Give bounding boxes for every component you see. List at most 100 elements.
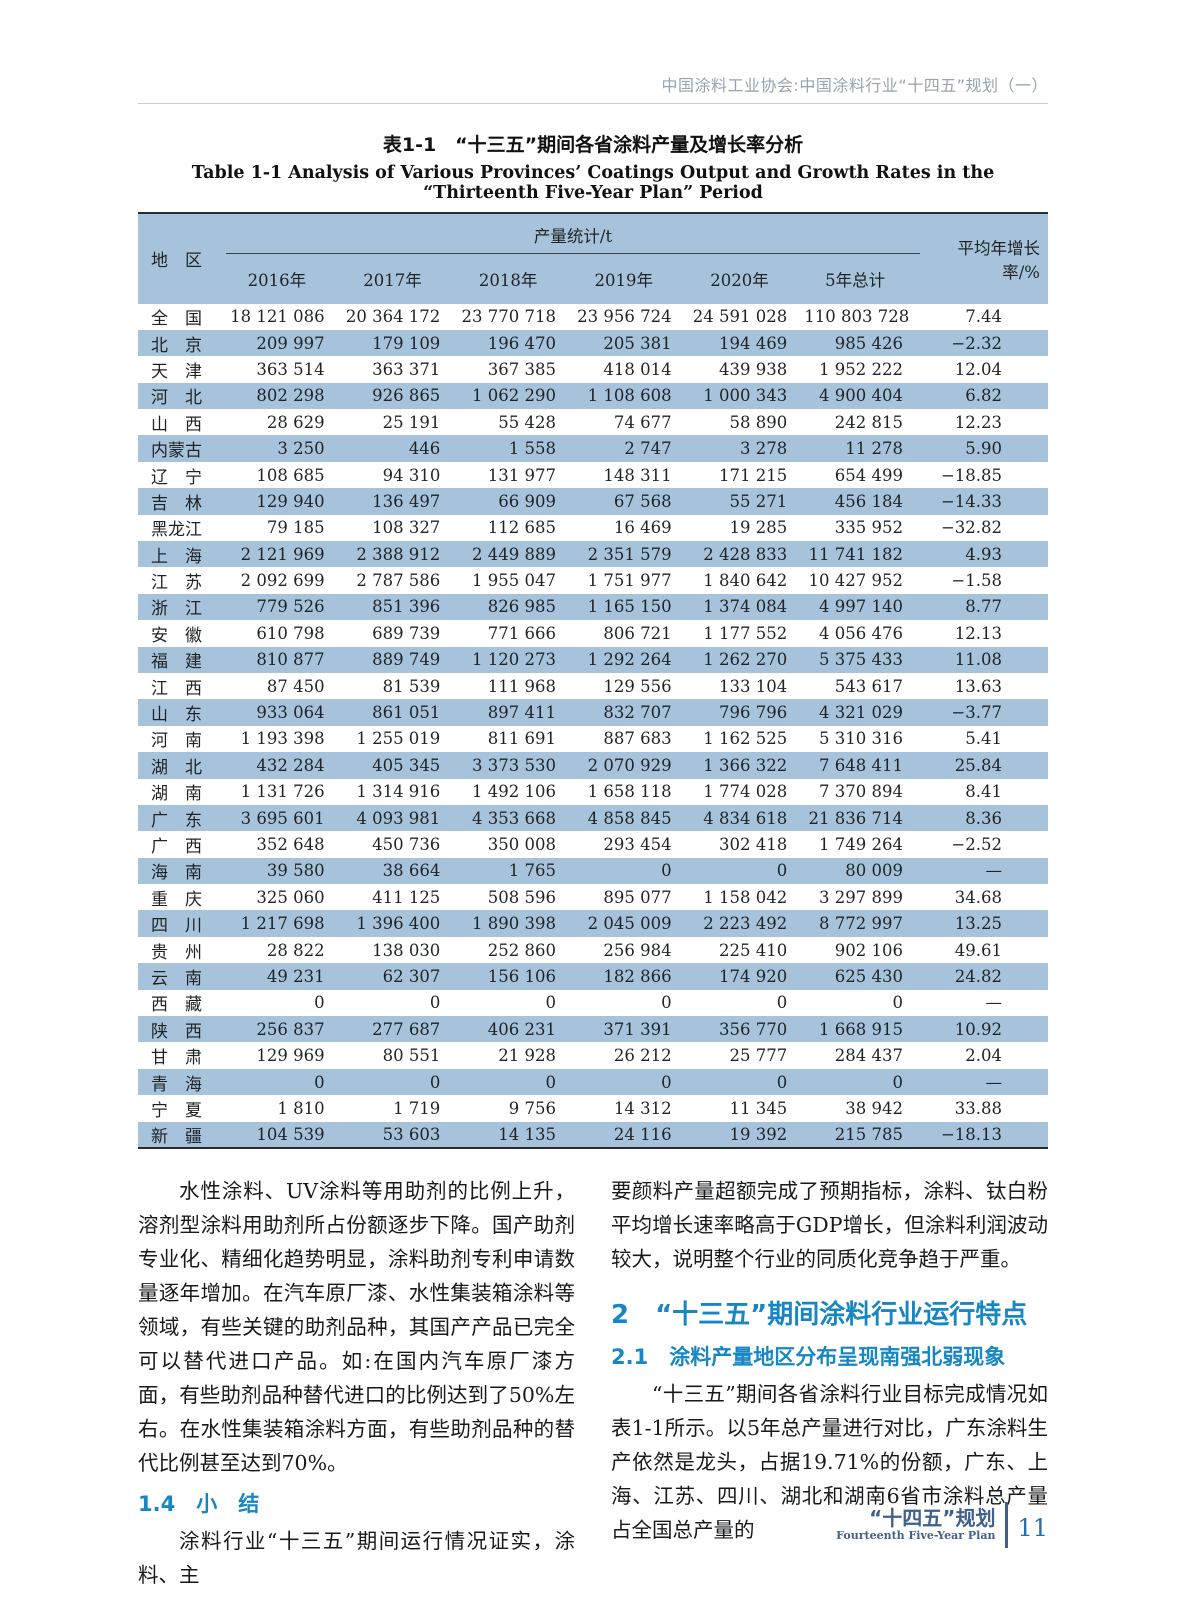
growth-rate-cell: −2.52 (951, 835, 1002, 854)
output-value-cell: 5 310 316 (819, 729, 903, 749)
output-value-cell: 4 858 845 (587, 808, 672, 828)
output-value-cell: 771 666 (487, 623, 556, 643)
growth-rate-cell: 13.63 (954, 676, 1002, 696)
growth-rate-cell: −1.58 (951, 571, 1002, 591)
growth-rate-cell: 13.25 (954, 914, 1002, 934)
region-cell: 安 徽 (151, 625, 202, 646)
region-cell: 四 川 (151, 916, 202, 937)
output-value-cell: 215 785 (834, 1124, 903, 1144)
output-value-cell: 1 314 916 (356, 782, 441, 802)
footer-plan-en: Fourteenth Five-Year Plan (836, 1529, 996, 1542)
left-column: 水性涂料、UV涂料等用助剂的比例上升，溶剂型涂料用助剂所占份额逐步下降。国产助剂… (138, 1174, 575, 1592)
growth-rate-cell: 24.82 (954, 966, 1002, 986)
output-value-cell: 826 985 (487, 597, 556, 617)
region-cell: 北 京 (151, 335, 202, 356)
output-value-cell: 1 000 343 (703, 386, 788, 406)
output-value-cell: 39 580 (266, 861, 325, 881)
region-cell: 湖 北 (151, 757, 202, 778)
page-footer: “十四五”规划 Fourteenth Five-Year Plan 11 (836, 1502, 1048, 1548)
output-value-cell: 5 375 433 (819, 650, 903, 670)
table-header: 地 区 产量统计/t 平均年增长率/% 2016年 2017年 2018年 2019年… (138, 213, 1048, 304)
output-value-cell: 1 955 047 (471, 571, 556, 591)
region-cell: 陕 西 (151, 1021, 202, 1042)
region-cell: 吉 林 (151, 493, 202, 514)
output-value-cell: 418 014 (603, 359, 672, 379)
output-value-cell: 62 307 (382, 966, 441, 986)
output-value-cell: 1 668 915 (819, 1019, 903, 1039)
output-value-cell: 133 104 (719, 676, 788, 696)
output-value-cell: 138 030 (372, 940, 441, 960)
output-value-cell: 108 685 (256, 465, 325, 485)
output-value-cell: 4 321 029 (819, 703, 903, 723)
region-cell: 山 西 (151, 414, 202, 435)
growth-rate-cell: −3.77 (951, 703, 1002, 723)
output-value-cell: 242 815 (834, 412, 903, 432)
region-cell: 湖 南 (151, 784, 202, 805)
output-value-cell: 0 (314, 993, 325, 1013)
output-value-cell: 0 (661, 993, 672, 1013)
output-value-cell: 79 185 (266, 518, 325, 538)
output-value-cell: 0 (776, 861, 788, 881)
region-cell: 重 庆 (151, 889, 202, 910)
region-cell: 山 东 (151, 705, 202, 726)
output-value-cell: 104 539 (256, 1124, 325, 1144)
region-cell: 全 国 (151, 309, 202, 330)
output-value-cell: 20 364 172 (345, 307, 441, 327)
growth-rate-cell: 5.41 (965, 729, 1002, 749)
growth-rate-cell: 49.61 (954, 940, 1002, 960)
table-row: 贵 州 28 822 138 030 252 860 256 984 225 410 902… (138, 937, 1048, 963)
table-row: 山 西 28 629 25 191 55 428 74 677 58 890 242 815… (138, 409, 1048, 435)
output-value-cell: 0 (545, 993, 556, 1013)
output-value-cell: 209 997 (256, 333, 325, 353)
output-value-cell: 1 492 106 (471, 782, 556, 802)
region-cell: 黑龙江 (151, 520, 202, 541)
output-value-cell: 0 (314, 1072, 325, 1092)
output-value-cell: 1 374 084 (703, 597, 788, 617)
table-row: 云 南 49 231 62 307 156 106 182 866 174 920 625 … (138, 963, 1048, 990)
output-value-cell: 108 327 (372, 518, 441, 538)
output-value-cell: 110 803 728 (804, 307, 910, 327)
output-value-cell: 4 056 476 (819, 623, 903, 643)
output-value-cell: 2 070 929 (587, 755, 672, 775)
output-value-cell: 38 664 (382, 861, 441, 881)
output-value-cell: 1 890 398 (471, 914, 556, 934)
output-value-cell: 19 285 (729, 518, 788, 538)
output-value-cell: 49 231 (266, 966, 325, 986)
table-row: 海 南 39 580 38 664 1 765 0 0 80 009 — (138, 857, 1048, 885)
output-value-cell: 1 177 552 (703, 623, 788, 643)
output-value-cell: 796 796 (719, 703, 788, 723)
output-value-cell: 131 977 (487, 465, 556, 485)
output-value-cell: 2 223 492 (703, 914, 788, 934)
output-value-cell: 25 777 (729, 1046, 788, 1066)
table-row: 吉 林 129 940 136 497 66 909 67 568 55 271 456 1… (138, 488, 1048, 515)
paragraph-regional-distribution: “十三五”期间各省涂料行业目标完成情况如表1-1所示。以5年总产量进行对比，广东… (611, 1382, 1048, 1542)
column-header-region: 地 区 (138, 213, 226, 304)
table-row: 广 西 352 648 450 736 350 008 293 454 302 418 1 … (138, 831, 1048, 857)
growth-rate-cell: 8.41 (965, 782, 1002, 802)
output-value-cell: 1 255 019 (356, 729, 441, 749)
output-value-cell: 450 736 (372, 835, 441, 854)
growth-rate-cell: 12.13 (954, 623, 1002, 643)
output-value-cell: 2 092 699 (240, 571, 325, 591)
footer-plan-zh: “十四五”规划 (869, 1506, 996, 1530)
output-value-cell: 1 165 150 (587, 597, 672, 617)
output-value-cell: 4 834 618 (703, 808, 788, 828)
output-value-cell: 0 (892, 1072, 904, 1092)
output-value-cell: 508 596 (487, 887, 556, 907)
output-value-cell: 55 271 (729, 491, 788, 511)
output-value-cell: 21 836 714 (808, 808, 903, 828)
output-value-cell: 28 629 (266, 412, 325, 432)
output-value-cell: 1 952 222 (819, 359, 903, 379)
column-header-year: 2016年 (226, 253, 342, 304)
output-value-cell: 129 969 (256, 1046, 325, 1066)
table-row: 重 庆 325 060 411 125 508 596 895 077 1 158 042… (138, 884, 1048, 910)
output-value-cell: 225 410 (719, 940, 788, 960)
table-row: 青 海 0 0 0 0 0 0 — (138, 1068, 1048, 1096)
output-value-cell: 24 591 028 (692, 307, 788, 327)
output-value-cell: 74 677 (613, 412, 672, 432)
output-value-cell: 7 648 411 (819, 755, 903, 775)
output-value-cell: 1 131 726 (240, 782, 325, 802)
region-cell: 辽 宁 (151, 467, 202, 488)
paragraph-auxiliary-agents: 水性涂料、UV涂料等用助剂的比例上升，溶剂型涂料用助剂所占份额逐步下降。国产助剂… (138, 1179, 575, 1475)
